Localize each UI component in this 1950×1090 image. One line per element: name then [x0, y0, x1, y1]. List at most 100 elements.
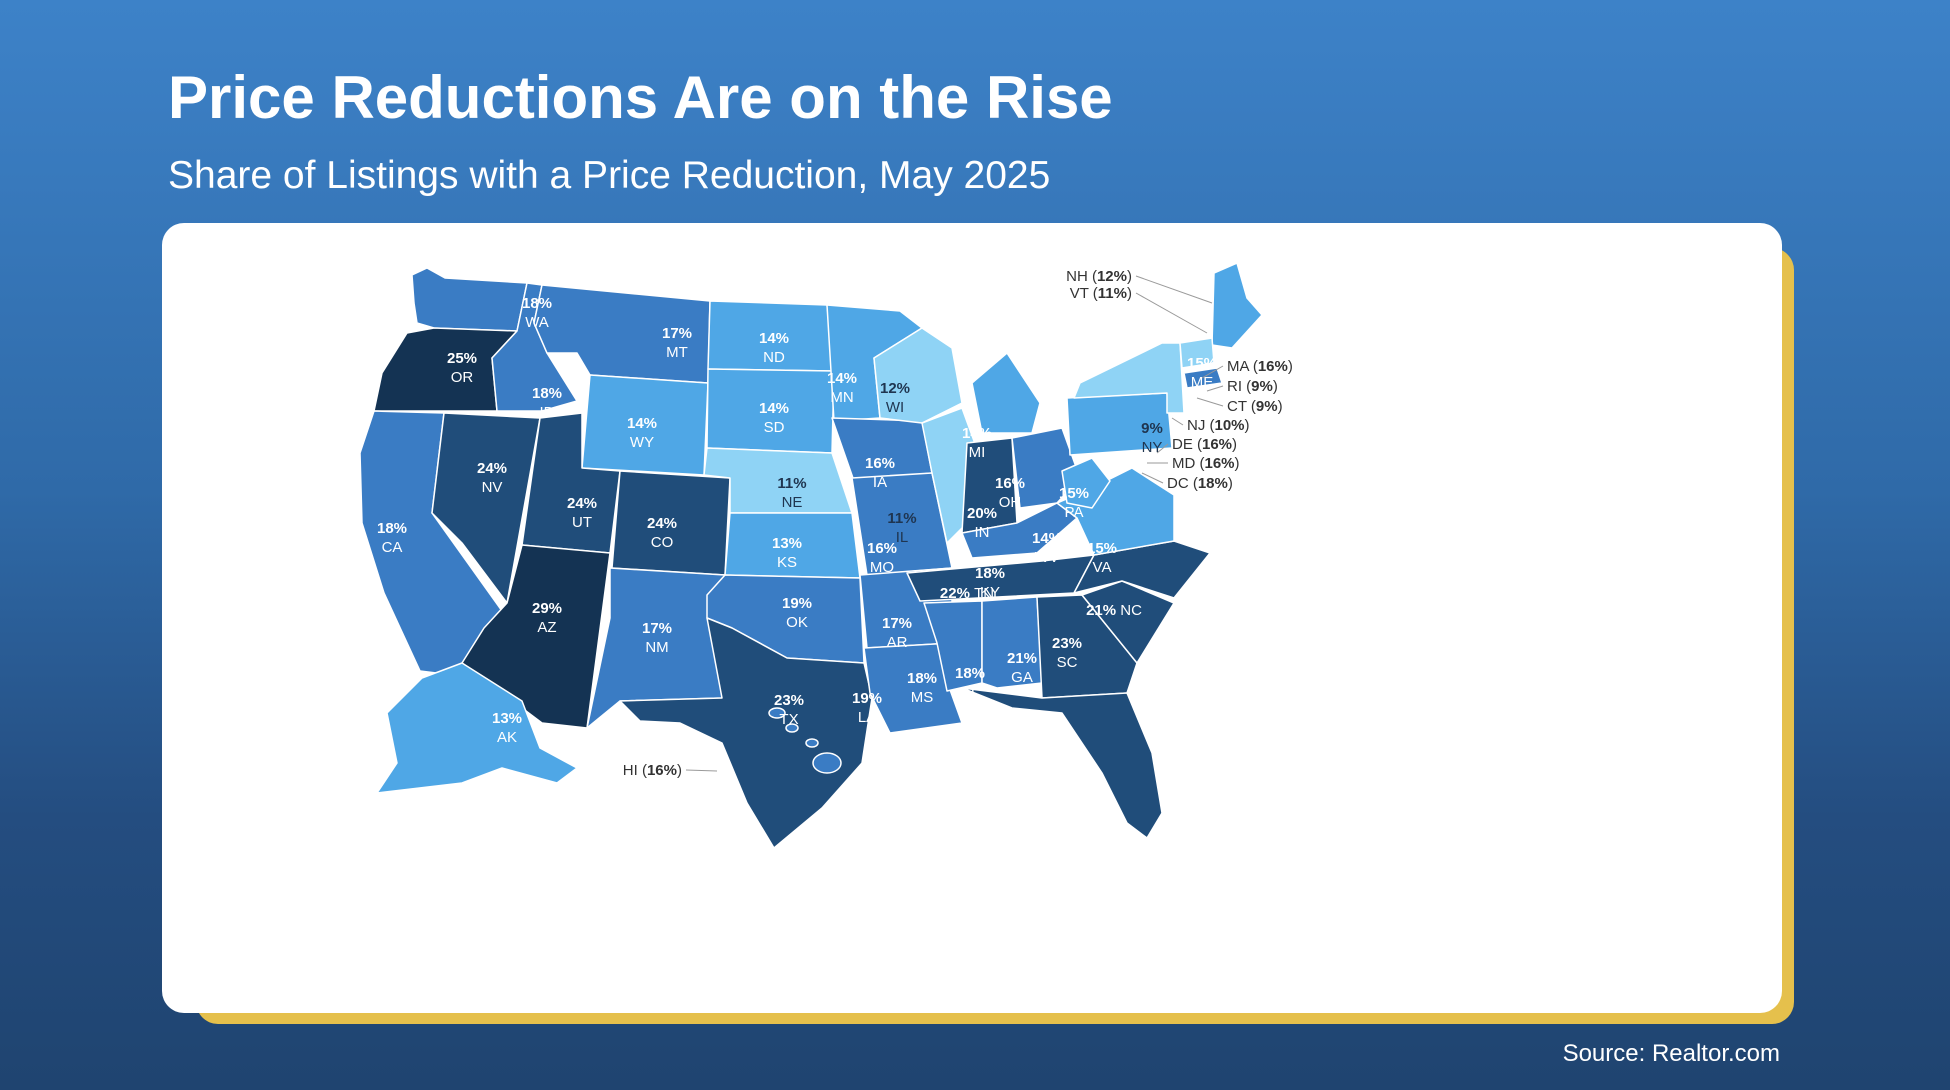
- state-value-mt: 17%: [662, 325, 692, 342]
- state-value-la: 19%: [852, 690, 882, 707]
- state-value-al: 18%: [955, 665, 985, 682]
- state-abbr-in: IN: [975, 524, 990, 541]
- state-value-wv: 14%: [1032, 530, 1062, 547]
- leader-line-nh: [1135, 275, 1213, 304]
- state-abbr-la: LA: [858, 709, 876, 726]
- state-value-pa: 15%: [1059, 485, 1089, 502]
- state-abbr-va: VA: [1093, 559, 1112, 576]
- callout-md: MD (16%): [1172, 455, 1240, 472]
- state-abbr-or: OR: [451, 369, 474, 386]
- state-value-wa: 18%: [522, 295, 552, 312]
- state-abbr-ne: NE: [782, 494, 803, 511]
- callout-nj: NJ (10%): [1187, 417, 1250, 434]
- state-abbr-nv: NV: [482, 479, 503, 496]
- state-label-tn: 22% TN: [940, 585, 994, 602]
- state-abbr-co: CO: [651, 534, 674, 551]
- state-value-id: 18%: [532, 385, 562, 402]
- callout-de: DE (16%): [1172, 436, 1237, 453]
- leader-line-vt: [1135, 292, 1208, 334]
- state-value-me: 15%: [1187, 355, 1217, 372]
- source-note: Source: Realtor.com: [1562, 1040, 1780, 1067]
- state-abbr-id: ID: [540, 404, 555, 421]
- callout-nh: NH (12%): [1066, 268, 1132, 285]
- state-value-il: 11%: [887, 510, 916, 527]
- state-abbr-ok: OK: [786, 614, 808, 631]
- state-value-ga: 21%: [1007, 650, 1037, 667]
- callout-vt: VT (11%): [1070, 285, 1132, 302]
- state-abbr-az: AZ: [537, 619, 556, 636]
- leader-line-ri: [1206, 385, 1224, 392]
- leader-line-ma: [1201, 365, 1224, 379]
- state-value-ak: 13%: [492, 710, 522, 727]
- state-abbr-ar: AR: [887, 634, 908, 651]
- state-ak: [376, 662, 578, 794]
- state-abbr-ut: UT: [572, 514, 592, 531]
- state-value-ut: 24%: [567, 495, 597, 512]
- state-hi-island: [785, 723, 799, 733]
- leader-line-nj: [1171, 417, 1184, 426]
- state-value-mi: 14%: [962, 425, 992, 442]
- state-value-ia: 16%: [865, 455, 895, 472]
- state-value-ks: 13%: [772, 535, 802, 552]
- state-abbr-me: ME: [1191, 374, 1214, 391]
- state-hi-island: [812, 752, 842, 774]
- state-abbr-ks: KS: [777, 554, 797, 571]
- page-title: Price Reductions Are on the Rise: [168, 64, 1113, 131]
- state-value-co: 24%: [647, 515, 677, 532]
- state-abbr-ga: GA: [1011, 669, 1033, 686]
- state-value-ky: 18%: [975, 565, 1005, 582]
- state-abbr-mt: MT: [666, 344, 688, 361]
- state-value-mo: 16%: [867, 540, 897, 557]
- state-abbr-wa: WA: [525, 314, 549, 331]
- state-ny: [1073, 342, 1185, 414]
- state-value-nv: 24%: [477, 460, 507, 477]
- state-value-in: 20%: [967, 505, 997, 522]
- map-card: 18% WA 25% OR 18% CA 18% ID 24% NV 17% MT 14% WY 24% UT…: [162, 223, 1782, 1013]
- state-value-mn: 14%: [827, 370, 857, 387]
- state-wi: [873, 327, 963, 424]
- callout-ma: MA (16%): [1227, 358, 1293, 375]
- state-label-nc: 21% NC: [1086, 602, 1142, 619]
- state-value-ms: 18%: [907, 670, 937, 687]
- state-abbr-mi: MI: [969, 444, 986, 461]
- state-value-wi: 12%: [880, 380, 910, 397]
- state-value-ar: 17%: [882, 615, 912, 632]
- state-abbr-ia: IA: [873, 474, 887, 491]
- callout-ri: RI (9%): [1227, 378, 1278, 395]
- state-value-or: 25%: [447, 350, 477, 367]
- us-map: 18% WA 25% OR 18% CA 18% ID 24% NV 17% MT 14% WY 24% UT…: [359, 262, 1293, 849]
- state-sc: [1081, 580, 1175, 664]
- state-me: [1211, 262, 1263, 349]
- state-abbr-oh: OH: [999, 494, 1022, 511]
- state-abbr-sd: SD: [764, 419, 785, 436]
- state-fl: [961, 687, 1163, 839]
- state-tx: [619, 617, 873, 849]
- state-value-ne: 11%: [777, 475, 806, 492]
- state-wv: [1061, 457, 1111, 509]
- state-abbr-nd: ND: [763, 349, 785, 366]
- state-value-nm: 17%: [642, 620, 672, 637]
- page-subtitle: Share of Listings with a Price Reduction…: [168, 154, 1051, 197]
- state-abbr-ca: CA: [382, 539, 403, 556]
- state-abbr-al: AL: [961, 684, 979, 701]
- state-ms: [923, 600, 983, 692]
- state-mi: [971, 352, 1041, 434]
- state-value-sc: 23%: [1052, 635, 1082, 652]
- state-value-va: 15%: [1087, 540, 1117, 557]
- state-abbr-nm: NM: [645, 639, 668, 656]
- state-abbr-il: IL: [896, 529, 909, 546]
- state-value-tx: 23%: [774, 692, 804, 709]
- state-abbr-sc: SC: [1057, 654, 1078, 671]
- state-abbr-ny: NY: [1142, 439, 1163, 456]
- state-hi-island: [768, 707, 786, 719]
- state-abbr-pa: PA: [1065, 504, 1084, 521]
- leader-line-ct: [1196, 397, 1224, 407]
- state-abbr-ak: AK: [497, 729, 517, 746]
- leader-line-dc: [1141, 472, 1164, 484]
- state-abbr-ms: MS: [911, 689, 934, 706]
- state-al: [981, 596, 1043, 689]
- state-value-nd: 14%: [759, 330, 789, 347]
- state-value-sd: 14%: [759, 400, 789, 417]
- state-abbr-ky: KY: [980, 584, 1000, 601]
- state-nv: [431, 412, 541, 604]
